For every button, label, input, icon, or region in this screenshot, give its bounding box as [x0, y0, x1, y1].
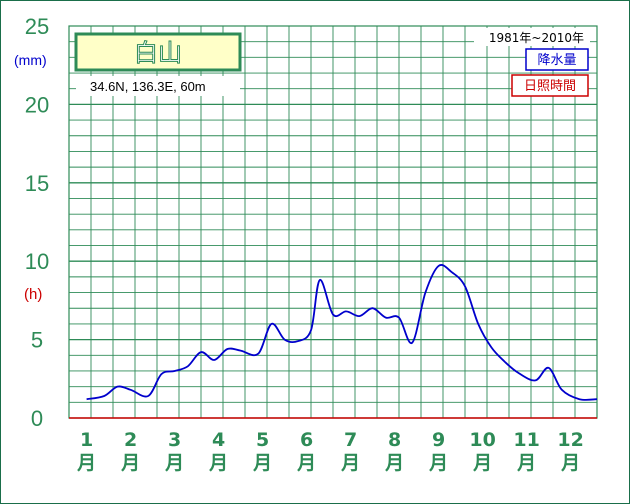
month-number-label: 12 [557, 429, 583, 451]
month-suffix-label: 月 [340, 452, 360, 474]
legend-precip-label: 降水量 [537, 53, 576, 68]
y-unit-sunshine: (h) [24, 286, 42, 303]
month-suffix-label: 月 [252, 452, 272, 474]
y-unit-precip: (mm) [14, 52, 47, 68]
month-number-label: 8 [388, 429, 401, 451]
y-tick-label: 20 [25, 92, 49, 117]
legend-precip-box [525, 48, 589, 71]
chart-title: 白山 [134, 39, 182, 67]
title-box [74, 32, 242, 72]
month-number-label: 5 [256, 429, 269, 451]
y-tick-label: 5 [31, 328, 43, 353]
month-number-label: 2 [124, 429, 137, 451]
month-number-label: 9 [432, 429, 445, 451]
month-suffix-label: 月 [164, 452, 184, 474]
month-suffix-label: 月 [120, 452, 140, 474]
month-suffix-label: 月 [76, 452, 96, 474]
y-tick-label: 0 [31, 406, 43, 431]
month-suffix-label: 月 [208, 452, 228, 474]
month-number-label: 6 [300, 429, 313, 451]
month-suffix-label: 月 [560, 452, 580, 474]
location-text: 34.6N, 136.3E, 60m [90, 79, 206, 94]
month-number-label: 4 [212, 429, 225, 451]
month-number-label: 10 [469, 429, 495, 451]
legend-sunshine-label: 日照時間 [524, 79, 576, 94]
legend-sunshine-box [511, 74, 589, 97]
month-number-label: 7 [344, 429, 357, 451]
month-suffix-label: 月 [296, 452, 316, 474]
y-tick-label: 15 [25, 171, 49, 196]
month-number-label: 1 [80, 429, 93, 451]
period-box [474, 28, 590, 46]
month-suffix-label: 月 [428, 452, 448, 474]
location-box [76, 76, 240, 96]
month-suffix-label: 月 [384, 452, 404, 474]
period-text: 1981年~2010年 [489, 31, 584, 45]
month-suffix-label: 月 [516, 452, 536, 474]
y-tick-labels: 0 5 10 15 20 25 [25, 14, 49, 431]
y-tick-label: 25 [25, 14, 49, 39]
month-number-label: 3 [168, 429, 181, 451]
month-suffix-label: 月 [472, 452, 492, 474]
y-tick-label: 10 [25, 249, 49, 274]
month-number-label: 11 [513, 429, 539, 451]
chart-grid [68, 25, 598, 419]
chart-series [69, 264, 598, 419]
precipitation-line [86, 264, 598, 401]
